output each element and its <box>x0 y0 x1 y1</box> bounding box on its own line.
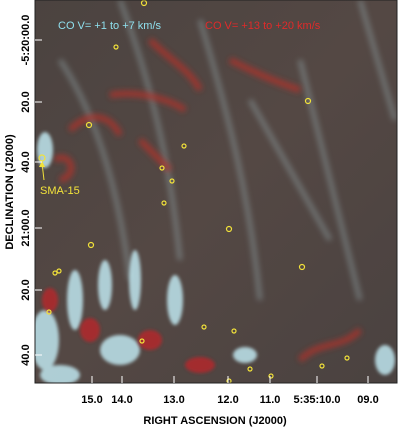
y-tick-label: 20.0 <box>20 91 32 112</box>
y-tick-label: 40.0 <box>20 344 32 365</box>
y-tick-label: 21:00.0 <box>20 209 32 246</box>
x-tick-label: 15.0 <box>81 394 102 406</box>
x-tick-label: 12.0 <box>217 394 238 406</box>
y-tick-label: -5:20:00.0 <box>20 15 32 66</box>
y-tick-label: 40.0 <box>20 151 32 172</box>
x-tick-label: 13.0 <box>163 394 184 406</box>
x-tick-label: 14.0 <box>111 394 132 406</box>
y-tick-label: 20.0 <box>20 279 32 300</box>
y-ticks: -5:20:00.0 20.0 40.0 21:00.0 20.0 40.0 <box>20 15 32 366</box>
x-tick-label: 11.0 <box>260 394 281 406</box>
x-ticks: 15.0 14.0 13.0 12.0 11.0 5:35:10.0 09.0 <box>81 394 378 406</box>
y-axis-label: DECLINATION (J2000) <box>4 134 16 250</box>
tick-marks <box>35 39 369 383</box>
blue-band-label: CO V= +1 to +7 km/s <box>58 20 162 32</box>
x-tick-label: 09.0 <box>357 394 378 406</box>
source-label: SMA-15 <box>40 185 80 197</box>
red-band-label: CO V= +13 to +20 km/s <box>205 20 321 32</box>
x-axis-label: RIGHT ASCENSION (J2000) <box>143 415 287 427</box>
x-tick-label: 5:35:10.0 <box>293 394 340 406</box>
plot-frame <box>34 0 398 384</box>
sky-image <box>35 0 397 383</box>
